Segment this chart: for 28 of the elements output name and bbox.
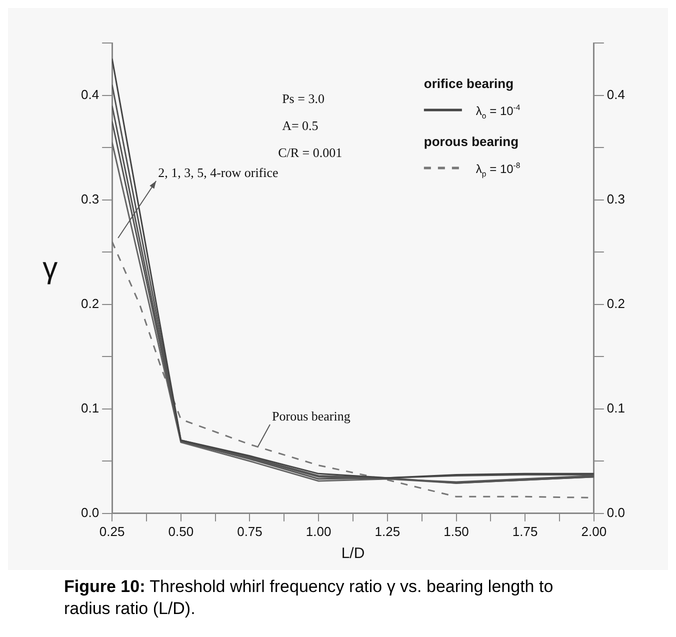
annotation: porous bearing (424, 134, 519, 149)
x-tick-label: 0.75 (237, 524, 262, 539)
x-tick-label: 0.50 (168, 524, 194, 539)
annotation: Ps = 3.0 (282, 91, 324, 106)
y2-tick-label: 0.1 (606, 400, 626, 416)
y-tick-label: 0.4 (80, 86, 100, 102)
annotation: C/R = 0.001 (278, 145, 342, 160)
annotation: 2, 1, 3, 5, 4-row orifice (158, 165, 279, 180)
caption: Figure 10: Threshold whirl frequency ratio γ vs. bearing length to radius ratio (L/D). (64, 577, 554, 618)
x-axis-title: L/D (341, 545, 365, 562)
y2-tick-label: 0.0 (606, 504, 626, 520)
annotation: A= 0.5 (282, 118, 318, 133)
x-tick-label: 1.25 (374, 524, 400, 539)
x-tick-label: 1.75 (512, 524, 538, 539)
x-tick-label: 1.00 (306, 524, 332, 539)
x-tick-label: 1.50 (444, 524, 469, 539)
y-tick-label: 0.0 (80, 504, 100, 520)
y-axis-title: γ (42, 252, 58, 286)
annotation: orifice bearing (424, 76, 514, 91)
y2-tick-label: 0.4 (606, 86, 626, 102)
x-tick-label: 2.00 (581, 524, 607, 539)
x-tick-label: 0.25 (99, 524, 125, 539)
y2-tick-label: 0.3 (606, 191, 626, 206)
y-tick-label: 0.1 (80, 400, 100, 416)
annotation: Porous bearing (272, 408, 351, 424)
y2-tick-label: 0.2 (606, 296, 626, 311)
y-tick-label: 0.2 (80, 296, 100, 311)
y-tick-label: 0.3 (80, 191, 100, 206)
